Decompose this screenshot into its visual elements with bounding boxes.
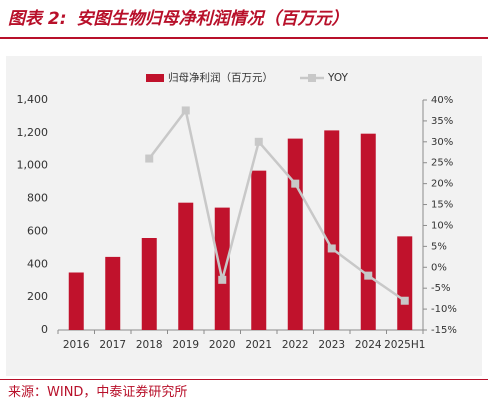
left-axis-tick-label: 200 (27, 290, 48, 303)
legend-label-yoy: YOY (327, 72, 349, 84)
figure-label: 图表 2: (8, 9, 67, 29)
x-axis-tick-label: 2022 (282, 339, 309, 351)
figure-title-text: 安图生物归母净利润情况（百万元） (76, 9, 349, 29)
left-axis-tick-label: 800 (27, 192, 48, 205)
x-axis-tick-label: 2020 (209, 339, 236, 351)
right-axis-tick-label: 30% (431, 137, 453, 148)
x-axis-tick-label: 2024 (355, 339, 382, 351)
left-axis-tick-label: 1,400 (17, 93, 49, 106)
right-axis-tick-label: 15% (431, 200, 453, 211)
bar-net-profit (68, 272, 84, 330)
right-axis-tick-label: 25% (431, 158, 453, 169)
yoy-marker (364, 271, 373, 280)
left-axis-tick-label: 1,200 (17, 126, 49, 139)
yoy-marker (327, 244, 336, 253)
x-axis-tick-label: 2021 (245, 339, 272, 351)
bar-net-profit (324, 130, 340, 330)
left-axis-tick-label: 0 (41, 323, 48, 336)
bar-net-profit (251, 170, 267, 330)
chart-svg: 0 200 400 600 800 1,000 1,200 1,400 -15% -10% -5% 0… (17, 71, 457, 351)
legend-label-net-profit: 归母净利润（百万元） (168, 71, 273, 84)
yoy-marker (291, 179, 300, 188)
left-axis-tick-label: 600 (27, 224, 48, 237)
bar-net-profit (360, 133, 376, 330)
bar-net-profit (141, 238, 157, 330)
yoy-marker (218, 275, 227, 284)
title-divider (0, 37, 488, 39)
yoy-marker (254, 137, 263, 146)
line-yoy (148, 107, 406, 302)
left-axis-tick-label: 1,000 (17, 159, 49, 172)
legend-swatch-net-profit (146, 74, 164, 82)
yoy-marker (400, 296, 409, 305)
right-axis-tick-label: -10% (431, 304, 457, 315)
x-axis-tick-label: 2018 (136, 339, 163, 351)
right-axis-tick-label: 5% (431, 241, 447, 252)
yoy-marker (181, 106, 190, 115)
right-axis-tick-label: 35% (431, 116, 453, 127)
left-axis-tick-label: 400 (27, 257, 48, 270)
bar-net-profit (178, 202, 194, 330)
right-axis-tick-label: 10% (431, 220, 453, 231)
legend-swatch-yoy-marker (308, 74, 316, 82)
x-axis-tick-label: 2017 (99, 339, 126, 351)
figure-title: 图表 2: 安图生物归母净利润情况（百万元） (8, 4, 349, 34)
x-axis-tick-label: 2019 (172, 339, 199, 351)
right-axis-tick-label: 20% (431, 179, 453, 190)
bar-net-profit (105, 256, 121, 330)
right-axis-tick-label: -5% (431, 283, 450, 294)
yoy-marker (145, 154, 154, 163)
x-axis-tick-label: 2025H1 (384, 339, 425, 351)
x-axis-tick-label: 2023 (318, 339, 345, 351)
right-axis-tick-label: 0% (431, 262, 447, 273)
x-axis-tick-label: 2016 (63, 339, 90, 351)
right-axis-tick-label: 40% (431, 95, 453, 106)
source-note: 来源：WIND，中泰证券研究所 (8, 385, 188, 400)
bar-net-profit (397, 236, 413, 330)
source-divider (0, 379, 488, 380)
right-axis-tick-label: -15% (431, 325, 457, 336)
chart-panel: 0 200 400 600 800 1,000 1,200 1,400 -15% -10% -5% 0… (6, 56, 482, 376)
bar-net-profit (287, 138, 303, 330)
bar-net-profit (214, 207, 230, 330)
